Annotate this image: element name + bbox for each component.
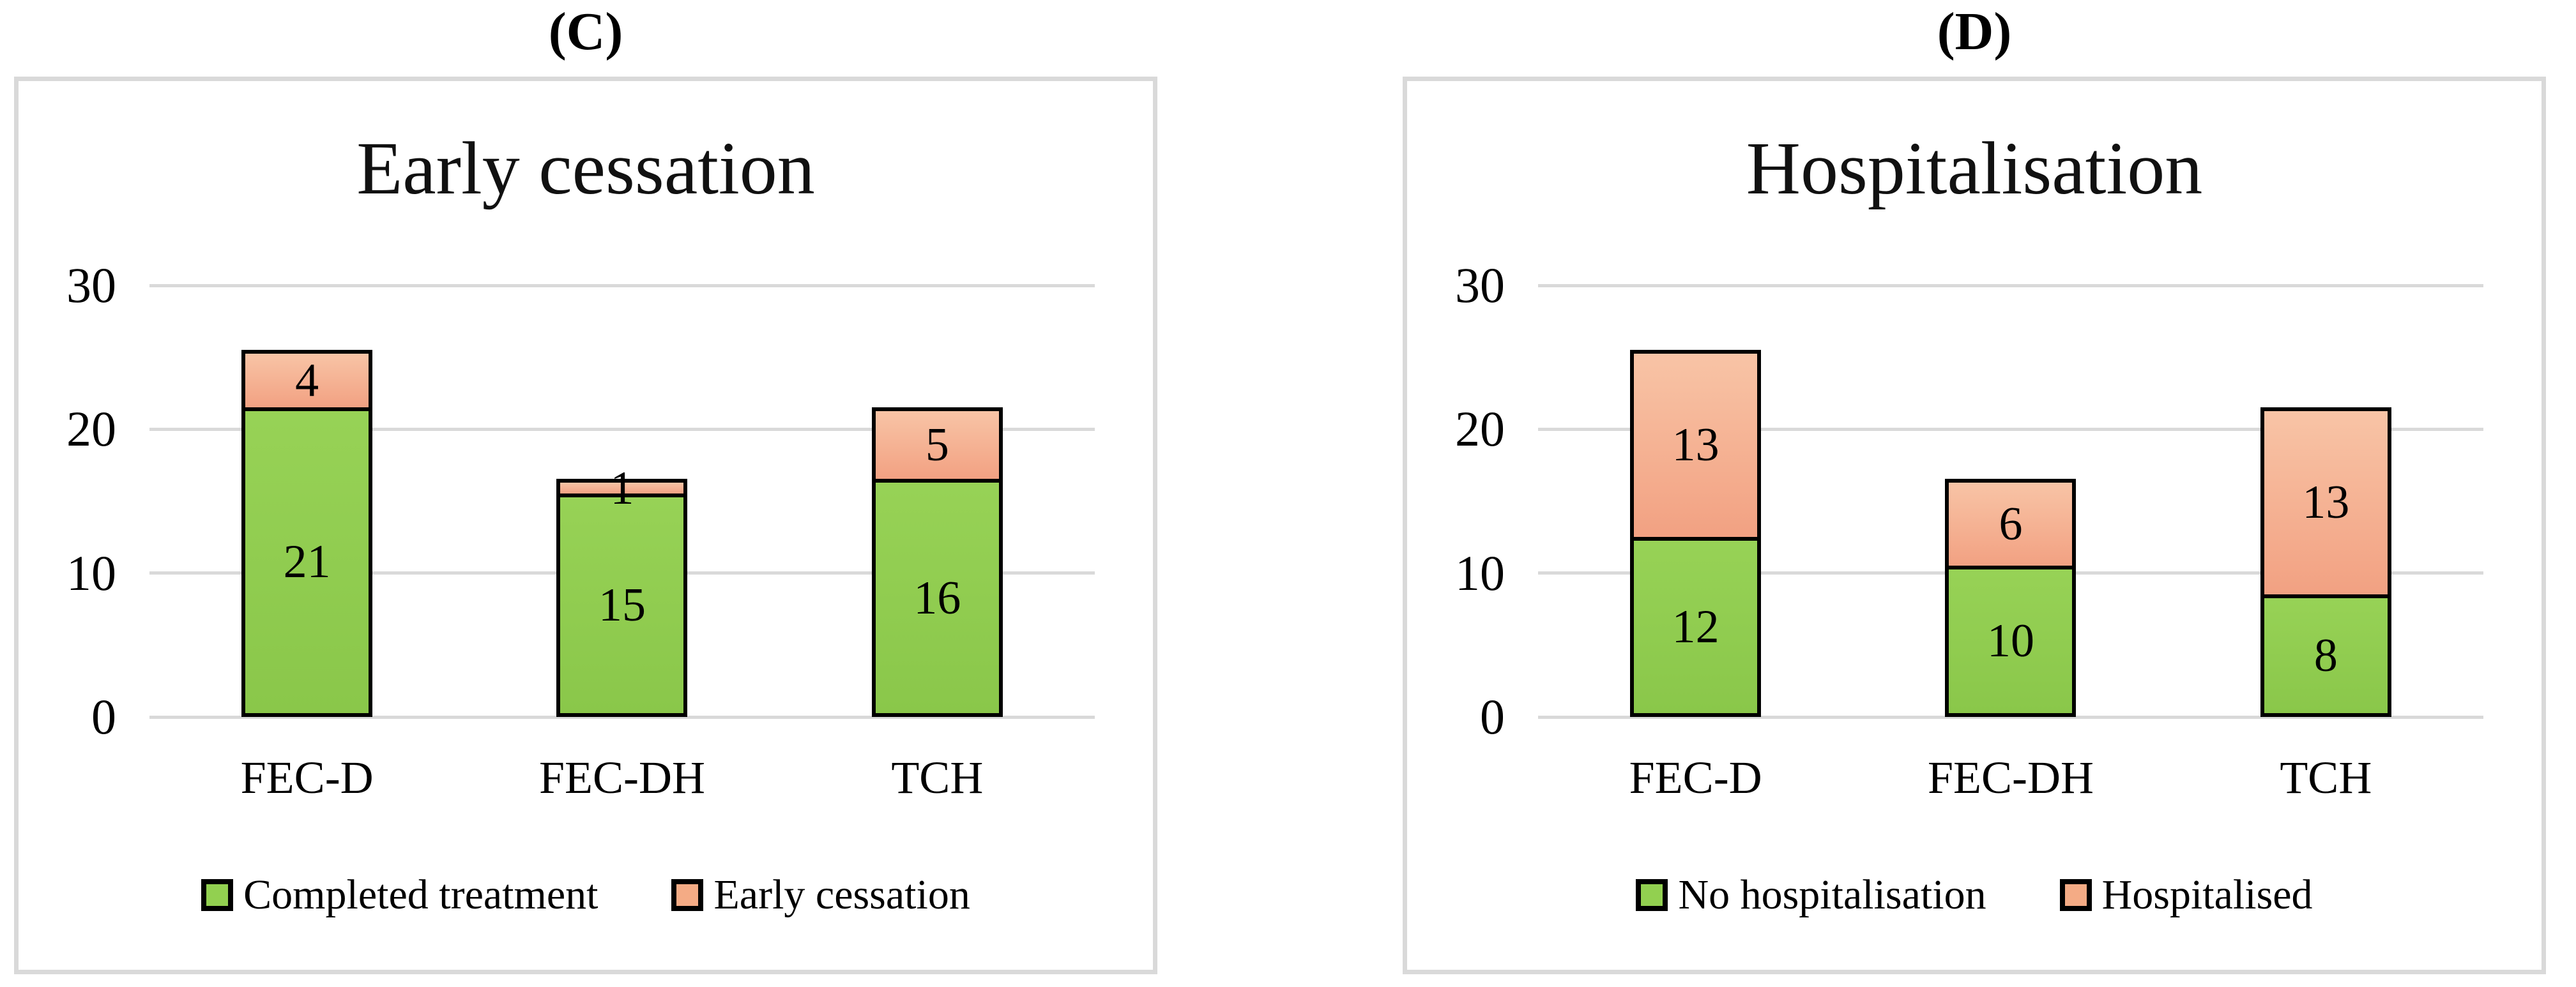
stacked-bar-fec-dh: 1 15 <box>556 465 688 717</box>
bar-segment: 12 <box>1634 540 1758 713</box>
y-axis-tick-label: 10 <box>1455 545 1505 601</box>
x-axis-category-label: TCH <box>2280 752 2372 803</box>
chart-panel-early-cessation: (C) Early cessation 4 21 1 15 5 16 0 10 20 30 FE… <box>14 2 1157 974</box>
bar-segment: 6 <box>1949 483 2073 569</box>
x-axis: FEC-D FEC-DH TCH <box>149 755 1095 801</box>
chart-panel-hospitalisation: (D) Hospitalisation 13 12 6 10 13 8 0 10 20 30 F… <box>1403 2 2546 974</box>
bar-value-label: 1 <box>610 462 634 515</box>
legend-item: Completed treatment <box>201 874 598 916</box>
plot-area: 4 21 1 15 5 16 0 10 20 30 <box>66 260 1095 742</box>
bar-segment: 16 <box>875 483 999 713</box>
bar-segment: 5 <box>875 411 999 483</box>
gridline-20 <box>149 427 1095 431</box>
x-axis-category-label: FEC-DH <box>538 752 705 803</box>
stacked-bar-fec-d: 4 21 <box>241 349 373 717</box>
bars-container: 13 12 6 10 13 8 <box>1538 285 2483 717</box>
legend-item: Hospitalised <box>2059 871 2313 918</box>
stacked-bar-fec-d: 13 12 <box>1630 349 1762 717</box>
panel-label-d: (D) <box>1937 2 2012 61</box>
x-axis-category-label: FEC-D <box>240 752 374 803</box>
y-axis-tick-label: 0 <box>1480 689 1505 744</box>
gridline-0 <box>1538 715 2483 719</box>
bar-segment: 15 <box>560 497 684 713</box>
chart-title: Hospitalisation <box>1746 126 2203 210</box>
bar-value-label: 12 <box>1672 600 1719 653</box>
bar-value-label: 16 <box>913 571 961 624</box>
y-axis-tick-label: 0 <box>91 689 116 744</box>
bar-value-label: 10 <box>1986 615 2034 668</box>
bar-segment: 13 <box>1634 353 1758 541</box>
x-axis: FEC-D FEC-DH TCH <box>1538 755 2483 801</box>
bar-value-label: 8 <box>2313 629 2338 682</box>
bar-value-label: 5 <box>925 419 949 472</box>
legend-item: Early cessation <box>671 874 970 916</box>
legend: No hospitalisation Hospitalised <box>1407 874 2542 916</box>
legend-swatch-green <box>1636 879 1668 911</box>
bar-segment: 10 <box>1949 569 2073 713</box>
stacked-bar-tch: 5 16 <box>871 407 1003 717</box>
legend-swatch-green <box>201 879 234 911</box>
chart-box: Early cessation 4 21 1 15 5 16 0 10 20 30 FEC-D F… <box>14 77 1157 974</box>
y-axis-tick-label: 10 <box>66 545 116 601</box>
y-axis-tick-label: 30 <box>66 257 116 313</box>
panel-label-c: (C) <box>548 2 623 61</box>
legend-item: No hospitalisation <box>1636 874 1986 916</box>
chart-title: Early cessation <box>356 126 815 210</box>
legend-label: No hospitalisation <box>1678 871 1986 918</box>
bar-segment: 21 <box>245 411 369 713</box>
bar-value-label: 13 <box>2302 476 2350 529</box>
y-axis-tick-label: 20 <box>66 401 116 457</box>
bar-value-label: 13 <box>1672 419 1719 472</box>
y-axis-tick-label: 30 <box>1455 257 1505 313</box>
legend-label: Completed treatment <box>243 871 598 918</box>
bar-value-label: 4 <box>295 354 319 407</box>
gridline-20 <box>1538 427 2483 431</box>
bar-segment: 4 <box>245 353 369 411</box>
legend-label: Early cessation <box>713 871 970 918</box>
legend-label: Hospitalised <box>2101 871 2313 918</box>
stacked-bar-tch: 13 8 <box>2260 407 2391 717</box>
bars-container: 4 21 1 15 5 16 <box>149 285 1095 717</box>
bar-value-label: 15 <box>598 579 646 631</box>
bar-segment: 1 <box>560 465 684 512</box>
chart-box: Hospitalisation 13 12 6 10 13 8 0 10 20 30 FEC-D… <box>1403 77 2546 974</box>
bar-segment: 13 <box>2264 411 2388 598</box>
gridline-0 <box>149 715 1095 719</box>
bar-segment: 8 <box>2264 598 2388 713</box>
gridline-30 <box>1538 283 2483 287</box>
stacked-bar-fec-dh: 6 10 <box>1945 479 2077 717</box>
y-axis-tick-label: 20 <box>1455 401 1505 457</box>
x-axis-category-label: FEC-DH <box>1927 752 2094 803</box>
x-axis-category-label: FEC-D <box>1629 752 1762 803</box>
legend-swatch-salmon <box>2059 879 2092 911</box>
bar-value-label: 21 <box>283 536 331 589</box>
bar-value-label: 6 <box>1999 498 2023 551</box>
gridline-30 <box>149 283 1095 287</box>
x-axis-category-label: TCH <box>891 752 984 803</box>
legend: Completed treatment Early cessation <box>19 874 1153 916</box>
plot-area: 13 12 6 10 13 8 0 10 20 30 <box>1455 260 2483 742</box>
legend-swatch-salmon <box>671 879 704 911</box>
